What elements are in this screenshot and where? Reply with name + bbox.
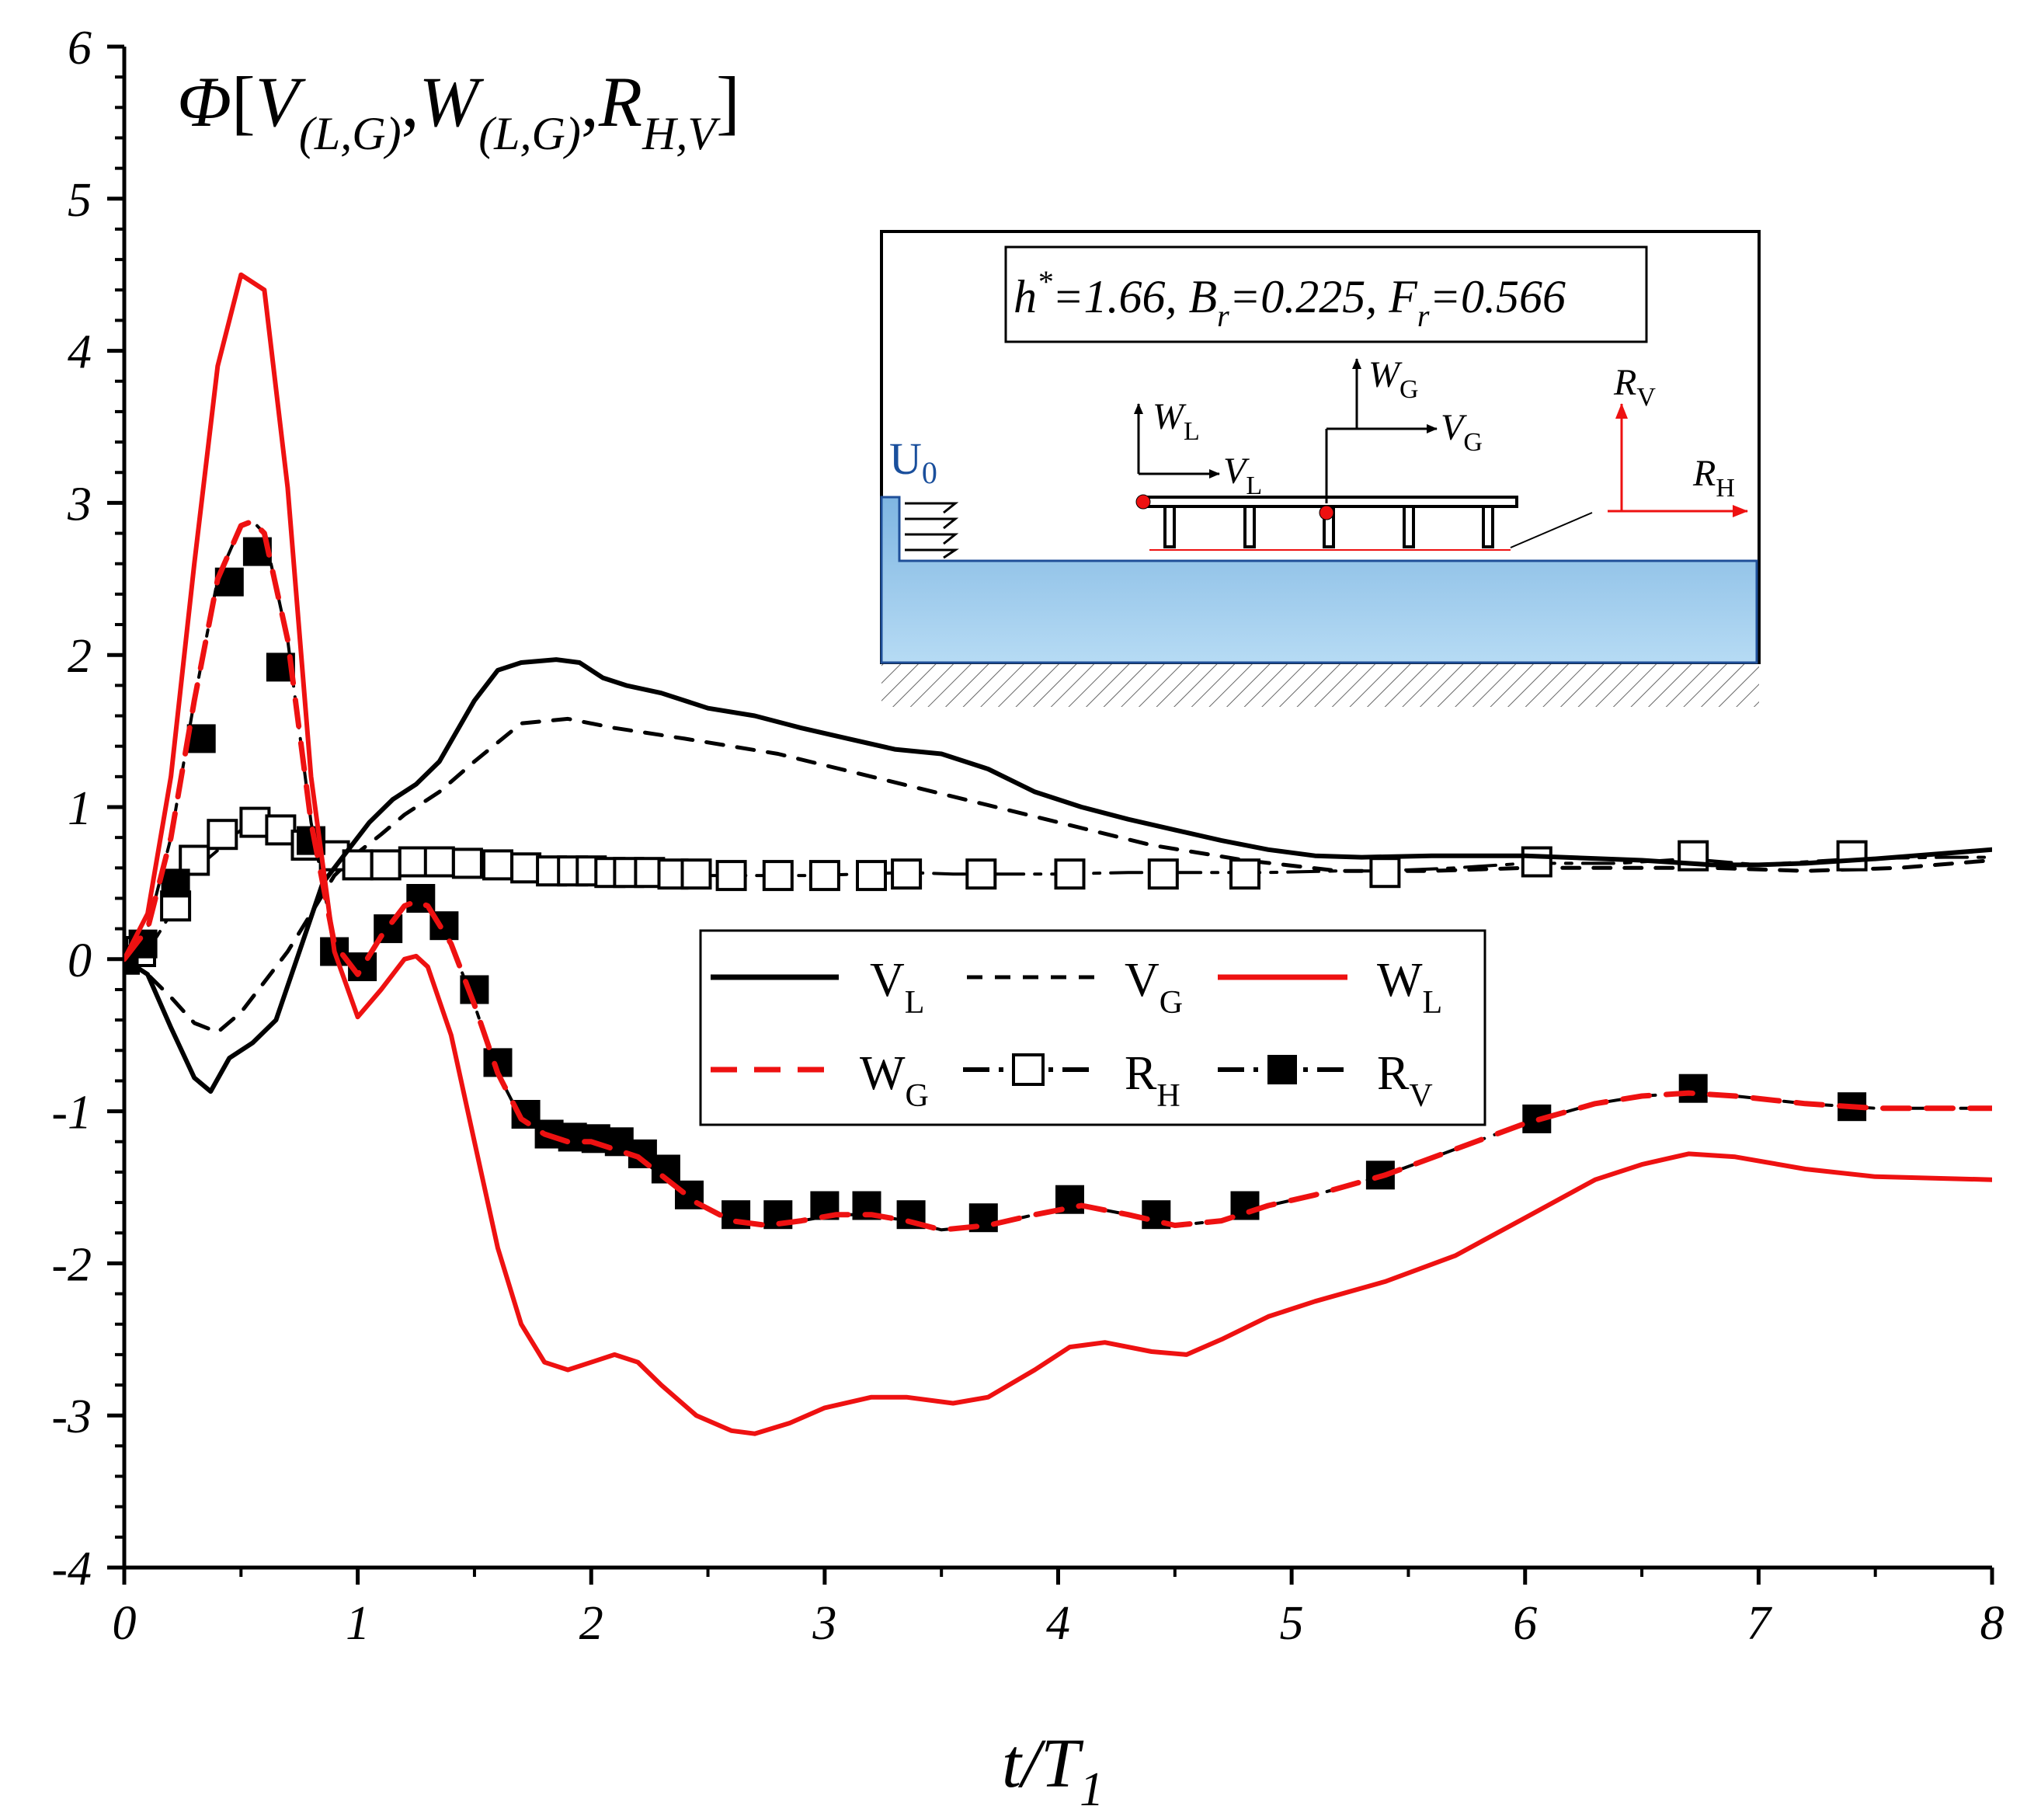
marker-RH xyxy=(423,846,455,878)
y-tick-label: 3 xyxy=(67,478,92,531)
marker-RH xyxy=(482,849,513,881)
x-tick-label: 1 xyxy=(346,1597,370,1650)
y-tick-label: -2 xyxy=(51,1238,92,1291)
inflow-arrows xyxy=(905,502,959,559)
marker-RH xyxy=(398,846,429,878)
marker-RH xyxy=(207,819,238,851)
seabed-hatch xyxy=(881,664,1759,707)
marker-RV xyxy=(214,567,244,597)
axes: -4 -3 -2 -1 0 1 2 3 4 5 6 0 1 2 3 4 5 6 7 8 xyxy=(51,22,2004,1650)
marker-RV xyxy=(1230,1191,1260,1220)
marker-RV xyxy=(1678,1074,1708,1103)
bridge-deck xyxy=(1144,496,1518,548)
local-axes-arrows xyxy=(1134,403,1220,478)
marker-RH xyxy=(265,814,297,846)
legend-label-RV: RV xyxy=(1377,1047,1433,1114)
y-tick-label: -3 xyxy=(51,1390,92,1443)
y-tick-label: -4 xyxy=(51,1543,92,1596)
y-tick-label: 4 xyxy=(68,326,92,379)
marker-RH xyxy=(680,858,712,890)
inset-VL-label: VL xyxy=(1223,451,1262,500)
legend-frame xyxy=(699,929,1486,1126)
marker-RH xyxy=(715,860,747,892)
legend-marker-RV xyxy=(1267,1055,1297,1084)
global-point-marker xyxy=(1319,505,1334,520)
reaction-arrows xyxy=(1608,403,1748,517)
x-axis-label: t/T1 xyxy=(1002,1725,1104,1816)
marker-RH xyxy=(1229,858,1260,890)
legend-label-VL: VL xyxy=(870,954,924,1021)
series-line-WG xyxy=(124,518,1992,1233)
inset-params-box xyxy=(1004,245,1648,343)
y-tick-label: 5 xyxy=(68,174,92,227)
global-axes-arrows xyxy=(1325,358,1438,503)
marker-RH xyxy=(342,849,374,881)
deck-leader-line xyxy=(1510,512,1593,548)
marker-RV xyxy=(483,1048,513,1077)
local-point-marker xyxy=(1135,494,1151,510)
y-tick-label: -1 xyxy=(51,1087,92,1140)
inset-VG-label: VG xyxy=(1441,407,1483,457)
x-tick-label: 4 xyxy=(1046,1597,1070,1650)
marker-RH xyxy=(239,806,271,838)
series-line-WL xyxy=(124,272,1992,1436)
marker-RH xyxy=(1521,846,1552,878)
legend-label-WG: WG xyxy=(860,1047,929,1114)
series-line-VL xyxy=(124,657,1992,1094)
marker-RV xyxy=(161,868,190,898)
water-body xyxy=(880,496,1758,664)
inset-RV-label: RV xyxy=(1613,362,1656,412)
inset-RH-label: RH xyxy=(1692,453,1735,503)
x-tick-label: 6 xyxy=(1513,1597,1537,1650)
legend-label-VG: VG xyxy=(1125,954,1183,1021)
inflow-label: U0 xyxy=(889,433,937,490)
y-tick-label: 0 xyxy=(68,934,92,987)
x-tick-label: 5 xyxy=(1280,1597,1304,1650)
marker-RH xyxy=(451,847,483,879)
legend-label-WL: WL xyxy=(1377,954,1442,1021)
marker-RH xyxy=(370,849,402,881)
marker-RH xyxy=(808,860,840,892)
x-tick-label: 0 xyxy=(113,1597,137,1650)
marker-RH xyxy=(1054,858,1086,890)
marker-RH xyxy=(1369,857,1401,889)
series-line-VG xyxy=(124,716,1992,1035)
marker-RH xyxy=(510,852,542,884)
marker-RH xyxy=(856,860,887,892)
marker-RH xyxy=(762,860,794,892)
series-layer xyxy=(124,272,1992,1436)
chart-title: Φ[V(L,G),W(L,G),RH,V] xyxy=(177,62,740,159)
inset-params-label: h*=1.66, Br=0.225, Fr=0.566 xyxy=(1014,264,1566,333)
legend-label-RH: RH xyxy=(1125,1047,1180,1114)
legend-marker-RH xyxy=(1012,1053,1045,1086)
y-tick-label: 1 xyxy=(68,782,92,835)
y-tick-label: 2 xyxy=(68,630,92,683)
x-tick-label: 3 xyxy=(812,1597,836,1650)
x-tick-label: 8 xyxy=(1980,1597,2004,1650)
y-tick-label: 6 xyxy=(68,22,92,75)
inset-WG-label: WG xyxy=(1368,354,1419,404)
x-tick-label: 2 xyxy=(579,1597,603,1650)
marker-RH xyxy=(1836,840,1868,872)
inset-WL-label: WL xyxy=(1153,396,1200,446)
marker-RH xyxy=(891,858,923,890)
inset-schematic: h*=1.66, Br=0.225, Fr=0.566 U0 xyxy=(880,230,1761,707)
x-tick-label: 7 xyxy=(1747,1597,1773,1650)
legend: VL VG WL WG RH RV xyxy=(699,929,1486,1126)
marker-RH xyxy=(1147,858,1179,890)
marker-RH xyxy=(965,858,997,890)
